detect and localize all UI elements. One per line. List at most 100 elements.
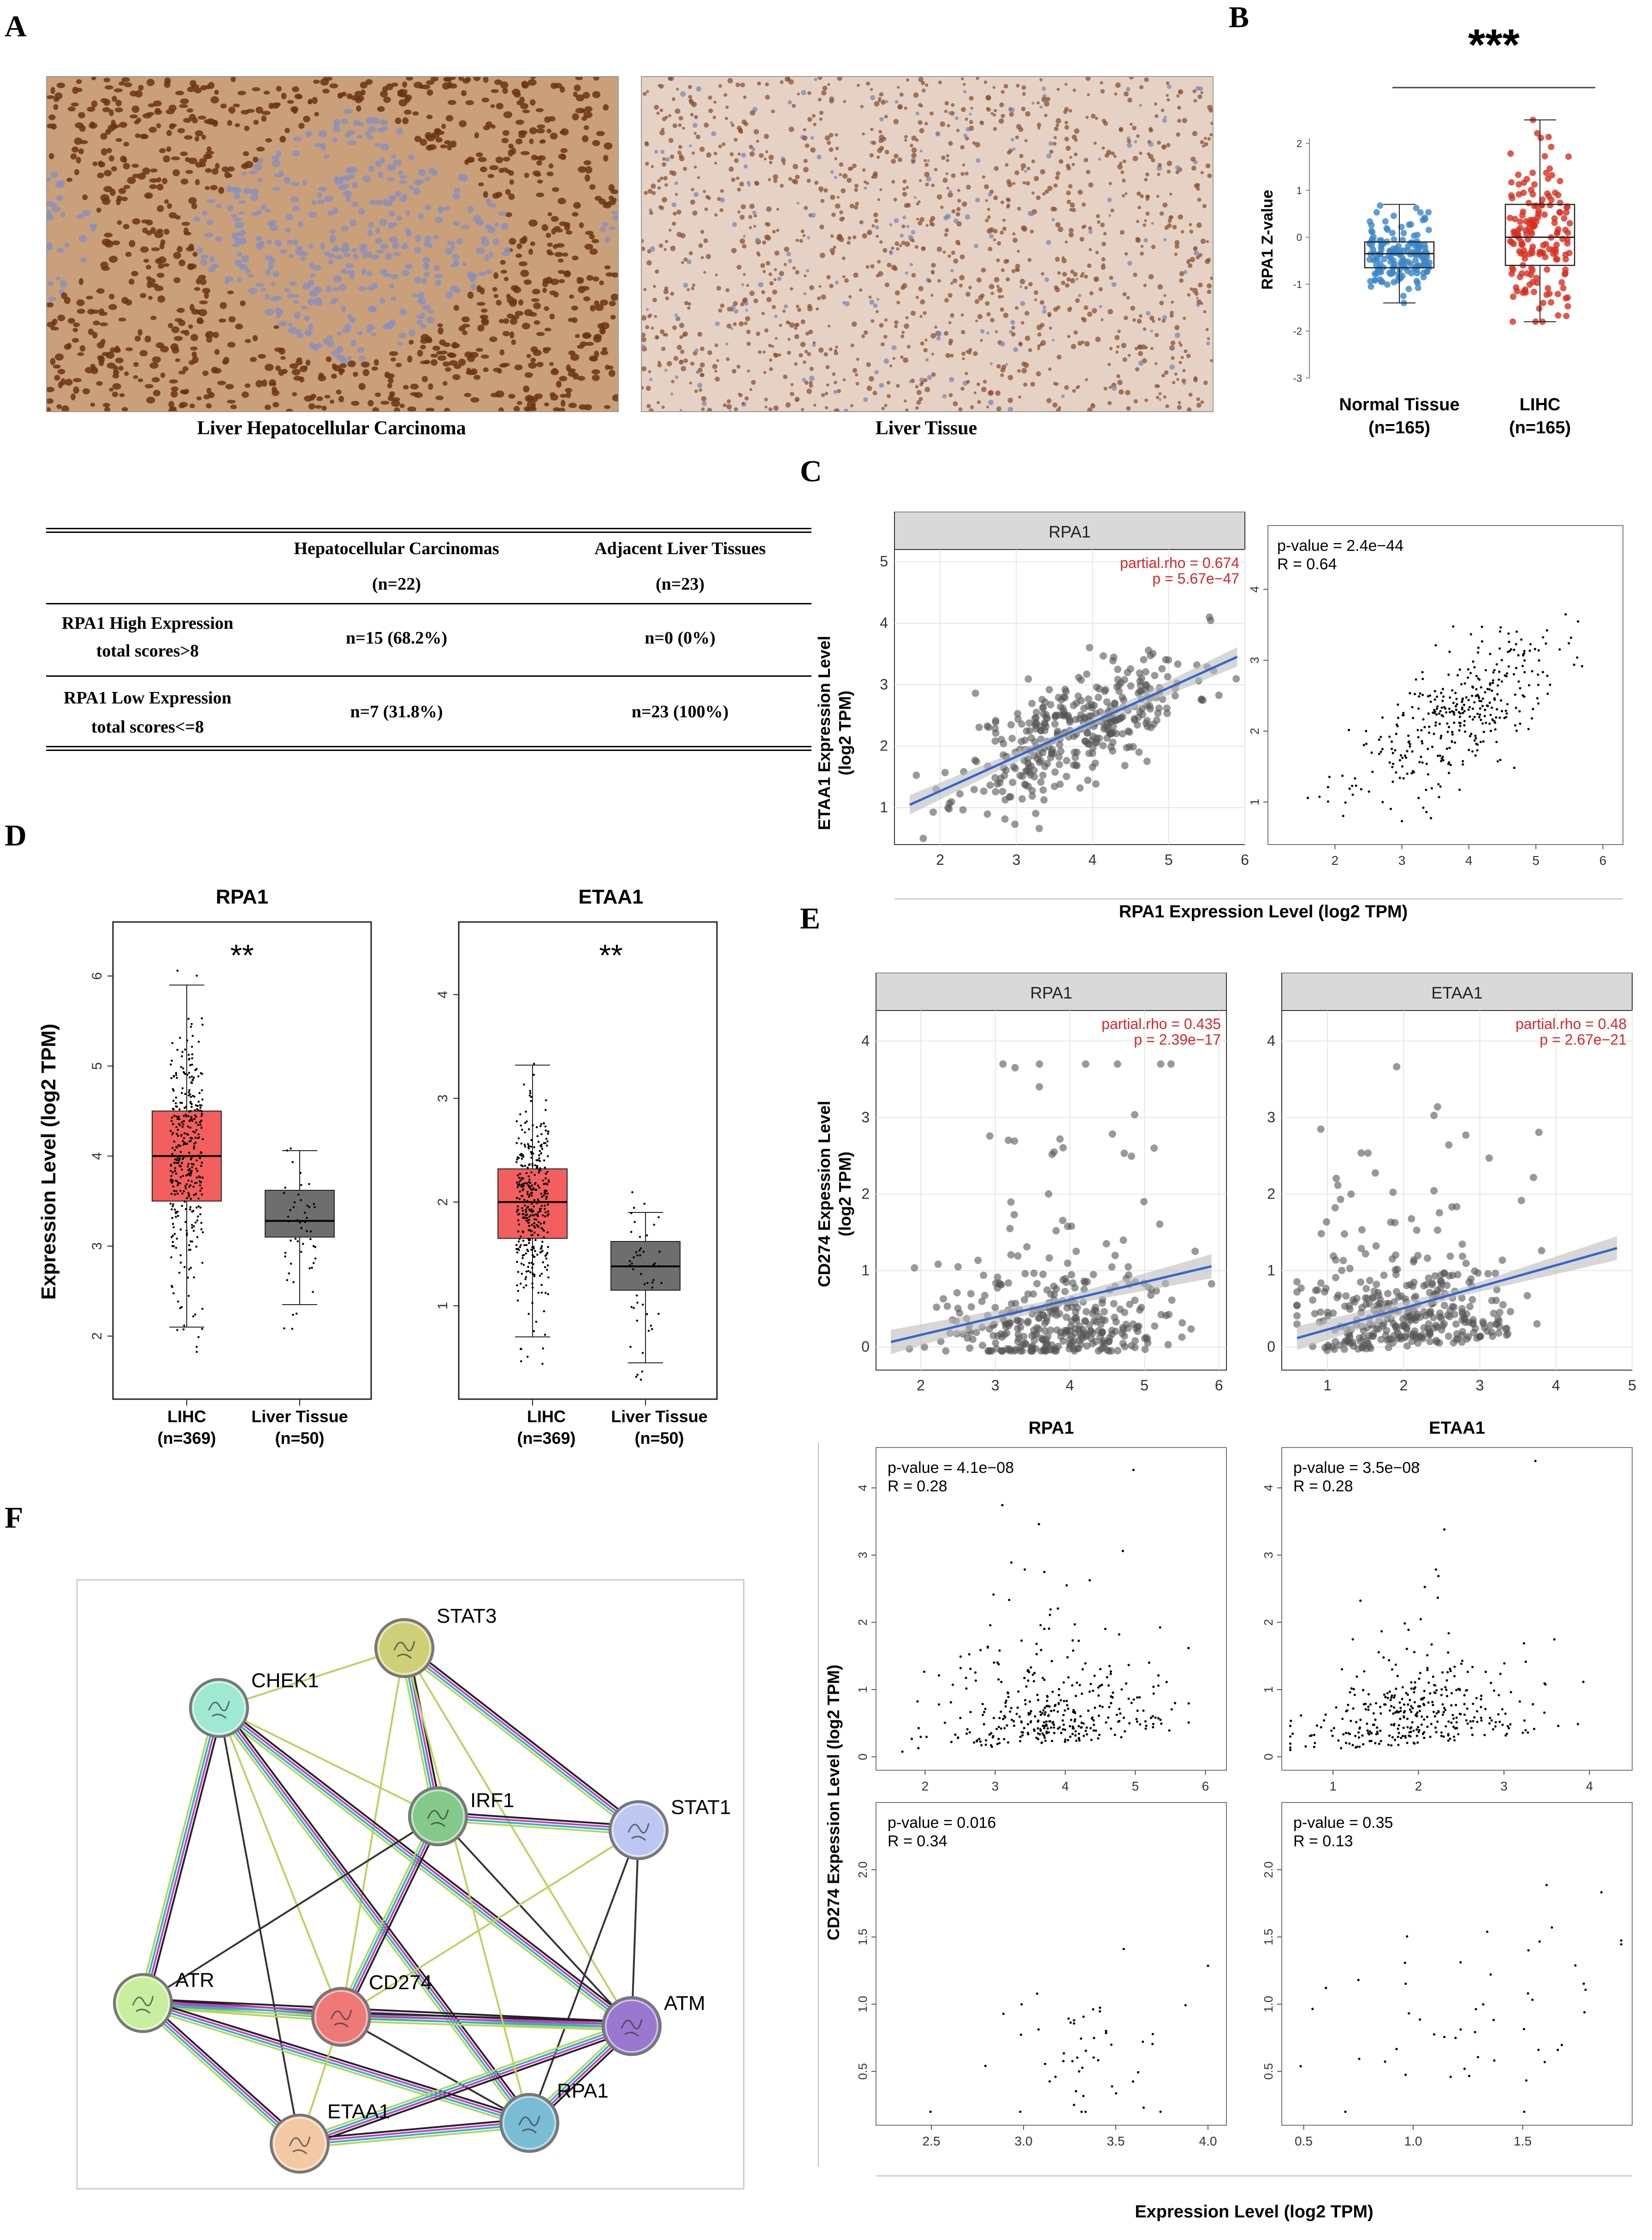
panel-c-right-point	[1306, 797, 1309, 799]
jitter-point	[525, 1219, 528, 1222]
ihc-normal-nucleus	[746, 329, 751, 334]
ihc-normal-nucleus	[869, 376, 874, 382]
panel-c-right-point	[1421, 740, 1423, 743]
ihc-normal-nucleus	[985, 95, 991, 100]
ihc-normal-nucleus	[1017, 249, 1020, 253]
ihc-normal-nucleus	[853, 272, 859, 278]
panel-c-right-point	[1484, 709, 1486, 711]
jitter-point	[540, 1205, 543, 1207]
ihc-normal-nucleus	[950, 269, 954, 272]
ihc-tumor-nucleus	[461, 316, 470, 323]
ihc-tumor-nucleus	[73, 378, 82, 383]
panel-b-point	[1557, 177, 1563, 184]
ihc-tumor-nucleus	[322, 89, 330, 94]
panel-e-ylabel-a: CD274 Expession Level	[815, 1101, 834, 1287]
ihc-normal-nucleus	[1125, 390, 1131, 396]
ihc-normal-nucleus	[986, 331, 989, 335]
ihc-normal-nucleus	[855, 382, 859, 386]
panel-b-point	[1389, 230, 1396, 236]
jitter-point	[184, 1185, 187, 1188]
jitter-point	[187, 1017, 189, 1020]
ihc-normal-nucleus	[1163, 395, 1166, 399]
ihc-normal-nucleus	[1132, 125, 1137, 130]
ihc-normal-nucleus	[739, 182, 744, 187]
jitter-point	[530, 1156, 533, 1159]
ihc-tumor-nucleus	[524, 172, 529, 178]
jitter-point	[636, 1254, 639, 1257]
scatter-point	[1065, 713, 1072, 721]
ihc-normal-nucleus	[784, 246, 789, 252]
ihc-normal-nucleus	[872, 173, 878, 179]
ihc-normal-nucleus	[1061, 394, 1065, 398]
ihc-normal-nucleus	[741, 119, 747, 125]
ihc-tumor-nucleus	[146, 265, 151, 270]
panel-c-right-point	[1458, 721, 1461, 724]
ihc-tumor-nucleus	[97, 172, 104, 178]
ihc-normal-nucleus	[1178, 401, 1181, 405]
ihc-tumor-nucleus	[47, 398, 54, 404]
panel-c-right-point	[1455, 697, 1458, 700]
ihc-tumor-nucleus	[268, 257, 275, 265]
scatter-point	[1109, 723, 1117, 731]
ihc-tumor-nucleus	[609, 301, 616, 307]
ihc-normal-nucleus	[803, 360, 806, 364]
jitter-point	[176, 1211, 179, 1213]
ihc-tumor-nucleus	[227, 166, 235, 172]
ihc-tumor-nucleus	[265, 208, 272, 213]
scatter-point	[1143, 717, 1151, 725]
ihc-tumor-nucleus	[347, 356, 352, 361]
ihc-normal-nucleus	[676, 344, 682, 350]
ihc-tumor-nucleus	[113, 88, 123, 93]
ihc-tumor-nucleus	[372, 283, 378, 289]
ihc-normal-nucleus	[734, 158, 739, 163]
jitter-point	[537, 1141, 540, 1143]
ihc-tumor-nucleus	[412, 293, 419, 298]
ihc-tumor-nucleus	[166, 146, 172, 152]
ihc-tumor-nucleus	[612, 394, 618, 402]
jitter-point	[520, 1164, 522, 1167]
ihc-tumor-nucleus	[586, 275, 594, 281]
scatter-point	[986, 781, 994, 789]
scatter-point	[1088, 703, 1096, 711]
jitter-point	[651, 1281, 654, 1284]
ihc-tumor-nucleus	[341, 306, 346, 312]
ihc-normal-nucleus	[803, 292, 806, 296]
ihc-tumor-nucleus	[572, 113, 579, 121]
ihc-tumor-nucleus	[61, 292, 67, 299]
ihc-tumor-nucleus	[578, 166, 587, 173]
ihc-normal-nucleus	[691, 287, 695, 290]
ihc-normal-nucleus	[654, 105, 659, 110]
ihc-tumor-nucleus	[452, 221, 461, 226]
jitter-point	[304, 1221, 307, 1223]
ihc-normal-nucleus	[701, 396, 707, 402]
ihc-normal-nucleus	[687, 85, 692, 89]
jitter-point	[184, 1113, 187, 1116]
jitter-point	[302, 1242, 304, 1245]
jitter-point	[170, 1077, 172, 1080]
ihc-tumor-nucleus	[162, 177, 168, 184]
ihc-tumor-nucleus	[109, 388, 114, 392]
ihc-normal-nucleus	[1064, 121, 1068, 124]
ihc-normal-nucleus	[1151, 158, 1155, 163]
ihc-tumor-nucleus	[603, 154, 609, 162]
jitter-point	[181, 1055, 183, 1058]
scatter-point	[1042, 710, 1050, 718]
panel-c-right-point	[1481, 704, 1484, 707]
jitter-point	[177, 1300, 179, 1303]
ihc-normal-nucleus	[804, 380, 809, 385]
jitter-point	[176, 1105, 178, 1108]
ihc-normal-nucleus	[1190, 156, 1196, 162]
ihc-tumor-nucleus	[250, 189, 259, 196]
ihc-normal-nucleus	[668, 77, 674, 81]
ihc-tumor-nucleus	[154, 231, 164, 238]
ihc-tumor-nucleus	[413, 82, 423, 89]
jitter-point	[184, 1048, 186, 1051]
ihc-normal-nucleus	[1180, 356, 1184, 359]
ihc-normal-nucleus	[1111, 282, 1117, 287]
jitter-point	[182, 1140, 184, 1142]
ihc-normal-nucleus	[879, 240, 883, 244]
panel-c-right-point	[1381, 716, 1384, 719]
ihc-tumor-nucleus	[101, 238, 111, 246]
jitter-point	[176, 1193, 179, 1195]
ihc-normal-nucleus	[1024, 335, 1030, 341]
